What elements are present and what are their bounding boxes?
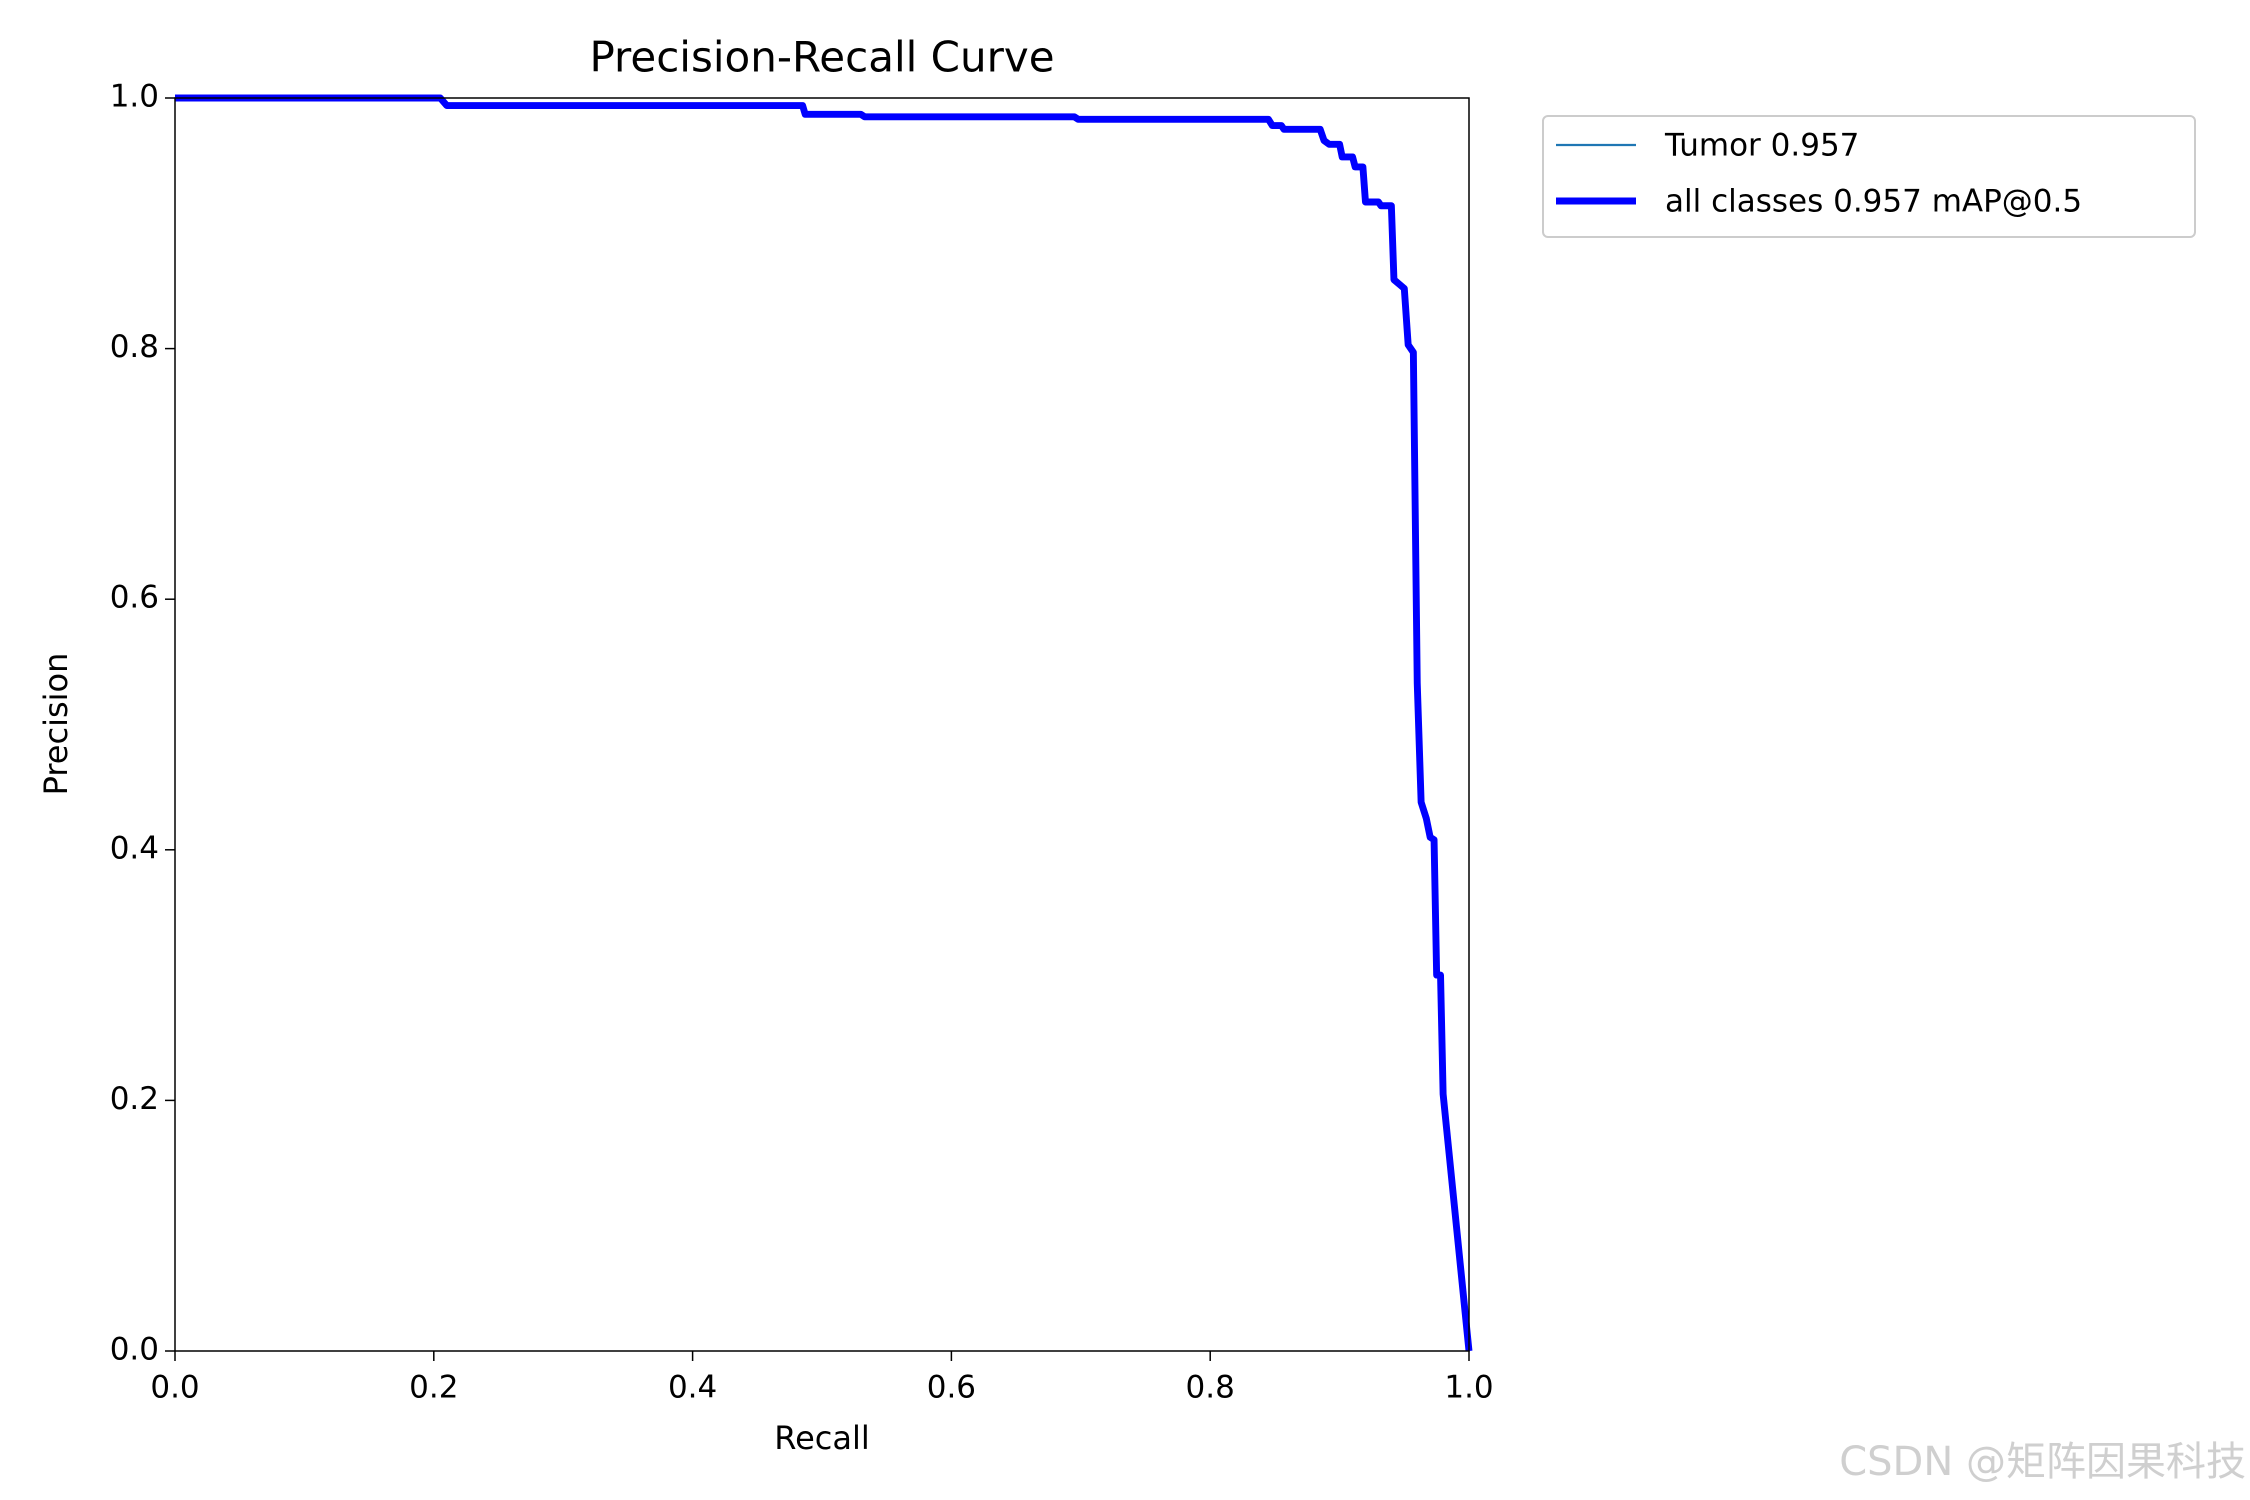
y-tick-label: 1.0	[110, 79, 159, 115]
legend-label: Tumor 0.957	[1664, 128, 1859, 164]
y-tick-label: 0.2	[110, 1081, 159, 1117]
plot-frame	[174, 97, 1470, 1352]
x-tick-label: 0.2	[409, 1370, 458, 1406]
y-tick-label: 0.6	[110, 580, 159, 616]
legend-box	[1542, 115, 2196, 238]
x-tick-label: 0.6	[927, 1370, 976, 1406]
x-tick-label: 0.0	[150, 1370, 199, 1406]
y-axis-label: Precision	[37, 653, 75, 796]
y-tick-label: 0.8	[110, 329, 159, 365]
y-tick-label: 0.4	[110, 830, 159, 866]
watermark: CSDN @矩阵因果科技	[1839, 1439, 2246, 1485]
series-line	[175, 94, 1473, 1352]
y-tick-label: 0.0	[110, 1332, 159, 1368]
legend-label: all classes 0.957 mAP@0.5	[1665, 184, 2082, 220]
x-tick-label: 0.8	[1186, 1370, 1235, 1406]
chart-title: Precision-Recall Curve	[589, 33, 1054, 82]
x-axis-label: Recall	[774, 1419, 869, 1457]
series-line	[175, 96, 1471, 1352]
x-tick-label: 0.4	[668, 1370, 717, 1406]
x-tick-label: 1.0	[1444, 1370, 1493, 1406]
